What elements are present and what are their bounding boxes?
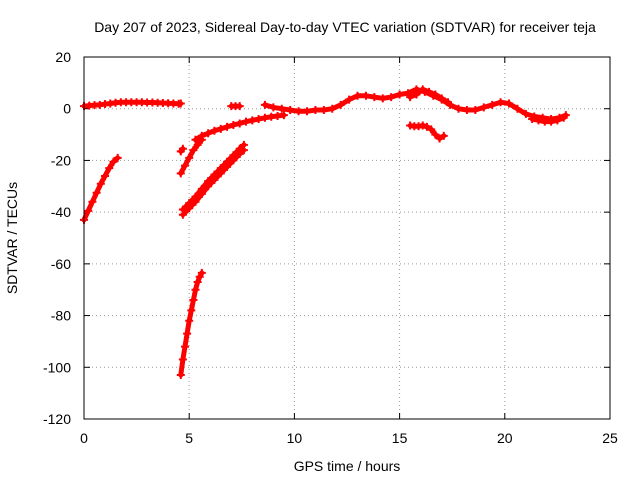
tick-layer (84, 57, 610, 419)
y-axis-label: SDTVAR / TECUs (4, 182, 20, 294)
y-tick-label: -20 (51, 152, 71, 168)
x-tick-label: 15 (392, 430, 408, 446)
x-tick-label: 5 (185, 430, 193, 446)
data-series (406, 122, 448, 143)
x-tick-label: 25 (602, 430, 618, 446)
data-series (80, 154, 122, 224)
data-series (177, 269, 206, 379)
y-tick-label: -80 (51, 308, 71, 324)
y-tick-label: -60 (51, 256, 71, 272)
y-tick-label: 20 (55, 49, 71, 65)
y-tick-label: -120 (43, 411, 71, 427)
data-series (177, 145, 187, 156)
data-series (261, 85, 570, 123)
data-series (177, 136, 206, 178)
x-tick-label: 10 (287, 430, 303, 446)
x-axis-label: GPS time / hours (294, 458, 401, 474)
x-tick-label: 0 (80, 430, 88, 446)
plot-frame (84, 57, 610, 419)
y-tick-label: 0 (63, 101, 71, 117)
grid-layer (84, 57, 610, 419)
y-tick-label: -100 (43, 359, 71, 375)
data-series (192, 111, 288, 144)
points-layer (80, 85, 570, 379)
x-tick-label: 20 (497, 430, 513, 446)
chart-title: Day 207 of 2023, Sidereal Day-to-day VTE… (94, 19, 596, 35)
y-tick-label: -40 (51, 204, 71, 220)
data-series (227, 102, 243, 110)
